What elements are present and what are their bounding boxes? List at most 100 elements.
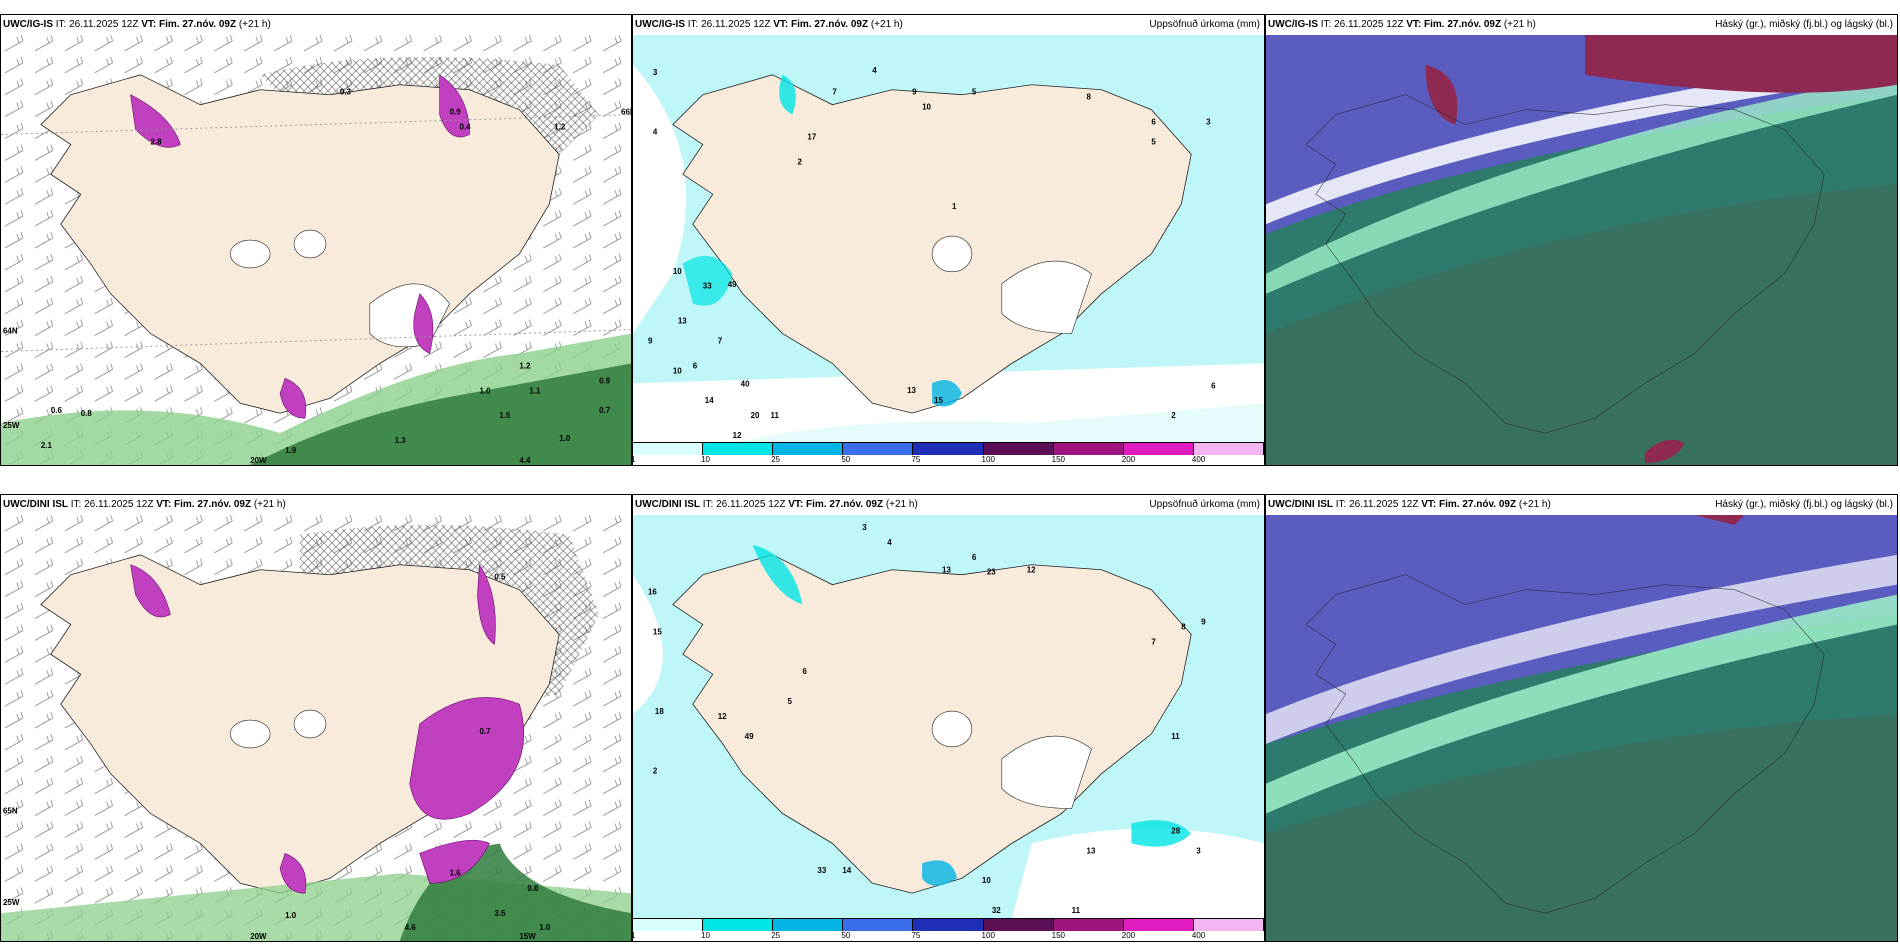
svg-text:17: 17 xyxy=(807,132,816,141)
gust-label: 0.8 xyxy=(527,884,539,893)
gust-map: 2.8 0.3 0.9 0.4 1.2 1.2 0.6 0.8 1.0 1.1 … xyxy=(1,35,631,465)
model-name: UWC/IG-IS xyxy=(635,19,685,30)
issue-time: IT: 26.11.2025 12Z xyxy=(702,499,786,510)
svg-text:33: 33 xyxy=(703,282,712,291)
svg-text:11: 11 xyxy=(1171,732,1180,741)
gust-label: 0.4 xyxy=(460,123,472,132)
svg-text:23: 23 xyxy=(987,568,996,577)
colorbar-swatch xyxy=(843,919,914,931)
precip-panel-igis: UWC/IG-IS IT: 26.11.2025 12Z VT: Fim. 27… xyxy=(632,14,1265,466)
svg-text:20: 20 xyxy=(751,411,760,420)
svg-text:13: 13 xyxy=(907,386,916,395)
colorbar-swatch xyxy=(1053,443,1124,455)
colorbar-swatch xyxy=(983,919,1054,931)
panel-header: UWC/IG-IS IT: 26.11.2025 12Z VT: Fim. 27… xyxy=(1,15,631,35)
svg-text:14: 14 xyxy=(705,396,714,405)
iceland-outline xyxy=(1305,94,1825,434)
gust-panel-igis: UWC/IG-IS IT: 26.11.2025 12Z VT: Fim. 27… xyxy=(0,14,632,466)
panel-header: UWC/DINI ISL IT: 26.11.2025 12Z VT: Fim.… xyxy=(1266,495,1897,515)
precip-panel-dini: UWC/DINI ISL IT: 26.11.2025 12Z VT: Fim.… xyxy=(632,494,1265,942)
valid-time: Fim. 27.nóv. 09Z xyxy=(159,19,237,30)
colorbar-tick: 1 xyxy=(633,931,635,941)
model-name: UWC/DINI ISL xyxy=(3,499,68,510)
gust-label: 1.2 xyxy=(519,361,531,370)
gust-label: 1.0 xyxy=(539,923,551,932)
svg-text:9: 9 xyxy=(1201,617,1206,626)
valid-time: Fim. 27.nóv. 09Z xyxy=(1439,499,1517,510)
colorbar-tick: 400 xyxy=(1191,931,1206,940)
issue-time: IT: 26.11.2025 12Z xyxy=(70,499,154,510)
colorbar-swatch xyxy=(1123,919,1194,931)
colorbar-tick: 50 xyxy=(841,931,851,940)
svg-text:8: 8 xyxy=(1181,622,1186,631)
gust-label: 2.1 xyxy=(41,441,53,450)
model-name: UWC/IG-IS xyxy=(1268,19,1318,30)
gust-label: 1.0 xyxy=(285,911,297,920)
svg-text:11: 11 xyxy=(1072,906,1081,915)
svg-text:3: 3 xyxy=(862,523,867,532)
svg-text:13: 13 xyxy=(942,566,951,575)
colorbar-swatch xyxy=(913,919,984,931)
magenta-blobs xyxy=(130,74,470,419)
gust-label: 0.5 xyxy=(494,573,506,582)
cloud-title: Háský (gr.), miðský (fj.bl.) og lágský (… xyxy=(1715,19,1893,30)
valid-label: VT: xyxy=(1406,19,1422,30)
cloud-panel-dini: UWC/DINI ISL IT: 26.11.2025 12Z VT: Fim.… xyxy=(1265,494,1898,942)
valid-label: VT: xyxy=(788,499,804,510)
svg-text:32: 32 xyxy=(992,906,1001,915)
axis-label: 25W xyxy=(3,898,20,907)
svg-text:6: 6 xyxy=(802,667,807,676)
colorbar-tick: 1 xyxy=(633,455,635,465)
precip-colorbar: 1 10 25 50 75 100 150 200 400 xyxy=(633,442,1264,465)
colorbar-swatch xyxy=(703,443,774,455)
svg-text:10: 10 xyxy=(982,876,991,885)
svg-text:6: 6 xyxy=(972,553,977,562)
gust-label: 0.3 xyxy=(340,88,352,97)
gust-label: 1.0 xyxy=(559,434,571,443)
gust-label: 4.6 xyxy=(405,923,417,932)
precip-map: 3 4 6 13 23 12 16 15 18 49 12 6 5 7 8 9 … xyxy=(633,515,1264,919)
precip-title: Uppsöfnuð úrkoma (mm) xyxy=(1149,499,1260,510)
svg-text:5: 5 xyxy=(1151,137,1156,146)
colorbar-swatch xyxy=(983,443,1054,455)
svg-text:18: 18 xyxy=(655,707,664,716)
colorbar-tick: 50 xyxy=(841,455,851,464)
axis-label: 65N xyxy=(3,807,18,816)
svg-text:9: 9 xyxy=(648,336,653,345)
svg-text:3: 3 xyxy=(1206,118,1211,127)
svg-text:15: 15 xyxy=(653,627,662,636)
gust-label: 0.6 xyxy=(51,406,63,415)
svg-text:1: 1 xyxy=(952,202,957,211)
axis-label: 15W xyxy=(519,932,536,941)
colorbar-tick: 25 xyxy=(771,931,781,940)
svg-text:40: 40 xyxy=(741,379,750,388)
svg-text:2: 2 xyxy=(653,767,658,776)
panel-header: UWC/DINI ISL IT: 26.11.2025 12Z VT: Fim.… xyxy=(633,495,1264,515)
gust-label: 0.9 xyxy=(599,376,611,385)
colorbar-swatch xyxy=(843,443,914,455)
cloud-map xyxy=(1266,35,1897,465)
svg-text:6: 6 xyxy=(1211,381,1216,390)
colorbar-tick: 75 xyxy=(911,931,921,940)
svg-text:2: 2 xyxy=(797,157,802,166)
colorbar-swatch xyxy=(703,919,774,931)
colorbar-swatch xyxy=(913,443,984,455)
lead-time: (+21 h) xyxy=(253,499,286,510)
valid-label: VT: xyxy=(156,499,172,510)
valid-time: Fim. 27.nóv. 09Z xyxy=(791,19,869,30)
svg-text:13: 13 xyxy=(1087,846,1096,855)
colorbar-swatch xyxy=(633,919,704,931)
svg-text:28: 28 xyxy=(1171,826,1180,835)
axis-label: 20W xyxy=(250,932,267,941)
panel-header: UWC/IG-IS IT: 26.11.2025 12Z VT: Fim. 27… xyxy=(1266,15,1897,35)
lead-time: (+21 h) xyxy=(870,19,903,30)
colorbar-swatch xyxy=(1123,443,1194,455)
colorbar-tick: 10 xyxy=(701,931,711,940)
lead-time: (+21 h) xyxy=(238,19,271,30)
gust-label: 1.0 xyxy=(479,386,491,395)
gust-panel-dini: UWC/DINI ISL IT: 26.11.2025 12Z VT: Fim.… xyxy=(0,494,632,942)
svg-text:3: 3 xyxy=(1196,846,1201,855)
svg-text:12: 12 xyxy=(733,431,742,440)
colorbar-swatch xyxy=(1053,919,1124,931)
cloud-panel-igis: UWC/IG-IS IT: 26.11.2025 12Z VT: Fim. 27… xyxy=(1265,14,1898,466)
